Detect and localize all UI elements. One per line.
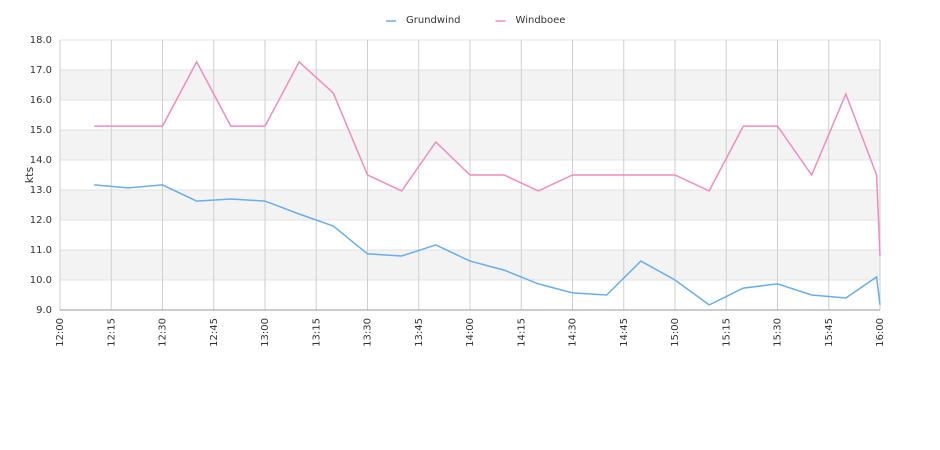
x-tick-label: 12:00 xyxy=(55,318,66,347)
x-tick-label: 14:15 xyxy=(516,318,527,347)
x-tick-label: 12:15 xyxy=(106,318,117,347)
series-line xyxy=(94,184,881,306)
y-tick-label: 18.0 xyxy=(30,35,52,46)
legend-label: Grundwind xyxy=(406,15,461,26)
x-tick-label: 13:00 xyxy=(260,318,271,347)
y-tick-label: 9.0 xyxy=(36,305,52,316)
y-tick-label: 17.0 xyxy=(30,65,52,76)
y-tick-label: 16.0 xyxy=(30,95,52,106)
x-tick-label: 14:45 xyxy=(619,318,630,347)
y-tick-label: 14.0 xyxy=(30,155,52,166)
x-tick-label: 15:30 xyxy=(773,318,784,347)
x-tick-label: 14:30 xyxy=(568,318,579,347)
x-tick-label: 15:00 xyxy=(670,318,681,347)
x-tick-label: 15:15 xyxy=(721,318,732,347)
y-tick-label: 13.0 xyxy=(30,185,52,196)
y-axis-label: kts xyxy=(23,167,36,184)
x-tick-label: 12:30 xyxy=(158,318,169,347)
x-tick-label: 13:45 xyxy=(414,318,425,347)
y-tick-label: 10.0 xyxy=(30,275,52,286)
y-tick-label: 12.0 xyxy=(30,215,52,226)
legend-label: Windboee xyxy=(516,15,566,26)
x-tick-label: 12:45 xyxy=(209,318,220,347)
x-tick-label: 14:00 xyxy=(465,318,476,347)
x-tick-label: 15:45 xyxy=(824,318,835,347)
x-tick-label: 13:15 xyxy=(311,318,322,347)
series-line xyxy=(94,60,881,257)
x-tick-label: 16:00 xyxy=(875,318,886,347)
x-tick-label: 13:30 xyxy=(363,318,374,347)
y-tick-label: 15.0 xyxy=(30,125,52,136)
y-tick-label: 11.0 xyxy=(30,245,52,256)
